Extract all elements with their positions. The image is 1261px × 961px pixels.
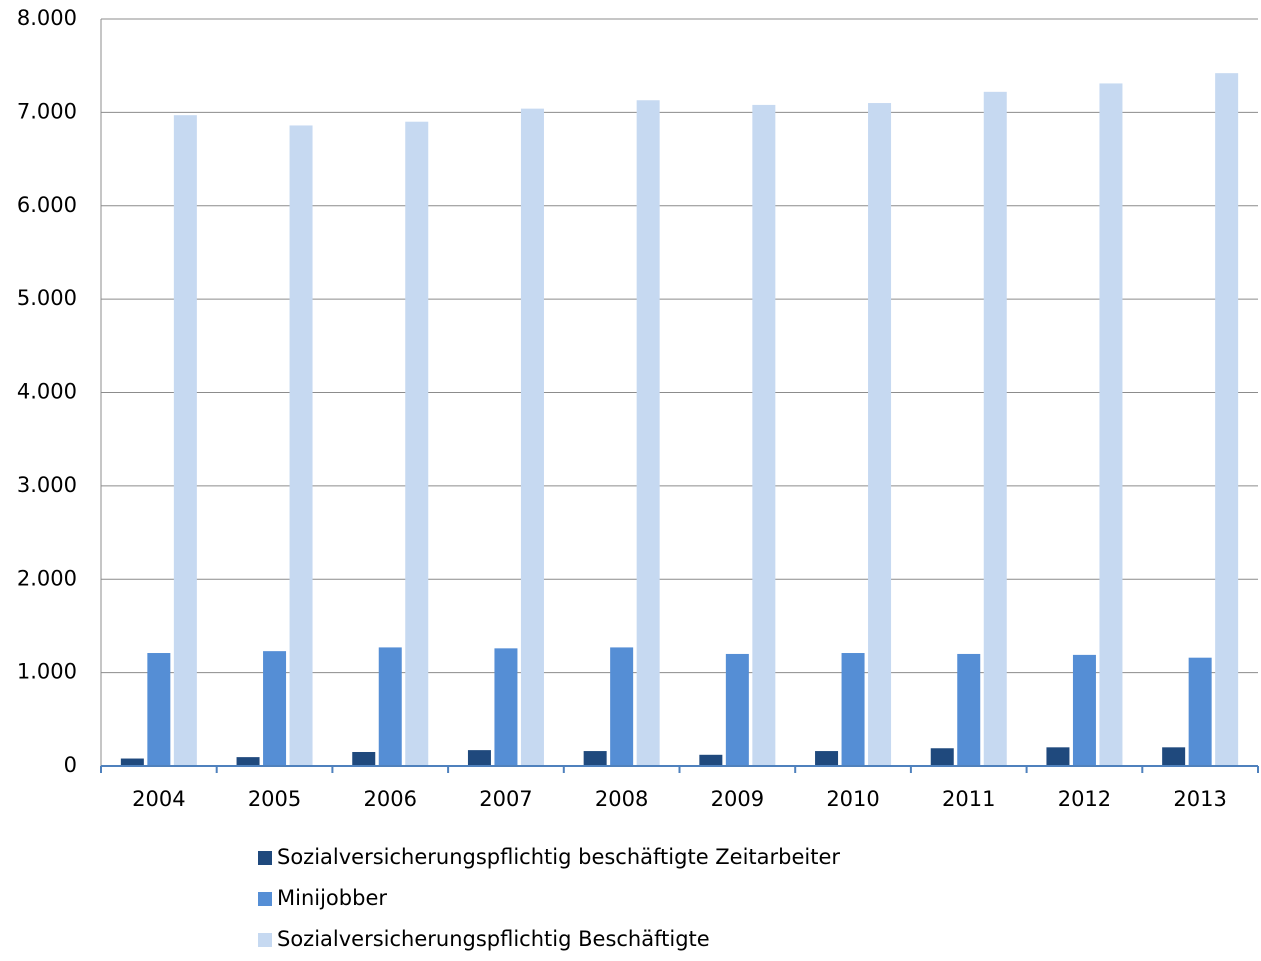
bar (815, 751, 839, 766)
x-tick-label: 2011 (942, 787, 995, 811)
bar (263, 651, 287, 766)
bar (583, 751, 607, 766)
legend-swatch (258, 851, 272, 865)
legend-label: Sozialversicherungspflichtig Beschäftigt… (277, 927, 710, 951)
y-tick-label: 1.000 (17, 660, 77, 684)
x-tick-label: 2009 (711, 787, 764, 811)
bar (868, 103, 892, 767)
x-tick-label: 2007 (479, 787, 532, 811)
legend-swatch (258, 933, 272, 947)
bar (494, 648, 518, 766)
bar (841, 653, 865, 766)
bar (610, 647, 634, 766)
bar (1072, 654, 1096, 766)
x-tick-label: 2005 (248, 787, 301, 811)
bar (520, 108, 544, 766)
x-tick-label: 2004 (132, 787, 185, 811)
legend-label: Minijobber (277, 886, 387, 910)
bar (725, 653, 749, 766)
y-tick-label: 3.000 (17, 473, 77, 497)
bar (699, 754, 723, 766)
bar (1162, 747, 1186, 766)
y-tick-label: 2.000 (17, 566, 77, 590)
bar (636, 100, 660, 766)
bar (173, 115, 197, 766)
bar (752, 104, 776, 766)
bar (957, 653, 981, 766)
y-tick-label: 7.000 (17, 99, 77, 123)
bar (1215, 73, 1239, 767)
bar (930, 748, 954, 766)
x-tick-label: 2008 (595, 787, 648, 811)
x-tick-label: 2006 (364, 787, 417, 811)
x-tick-label: 2012 (1058, 787, 1111, 811)
legend-swatch (258, 892, 272, 906)
bar (236, 757, 260, 766)
bar (289, 125, 313, 766)
y-tick-label: 4.000 (17, 380, 77, 404)
bar (1099, 83, 1123, 766)
bar (1046, 747, 1070, 766)
legend-label: Sozialversicherungspflichtig beschäftigt… (277, 845, 840, 869)
bar (120, 758, 144, 766)
bar (147, 653, 171, 766)
bar (467, 750, 491, 766)
bar (1188, 657, 1212, 766)
bar (405, 121, 429, 766)
y-tick-label: 8.000 (17, 6, 77, 30)
y-tick-label: 6.000 (17, 193, 77, 217)
y-tick-label: 0 (64, 753, 77, 777)
bar (378, 647, 402, 766)
x-tick-label: 2010 (826, 787, 879, 811)
y-tick-label: 5.000 (17, 286, 77, 310)
x-tick-label: 2013 (1173, 787, 1226, 811)
bar (983, 91, 1007, 766)
bar (352, 751, 376, 766)
